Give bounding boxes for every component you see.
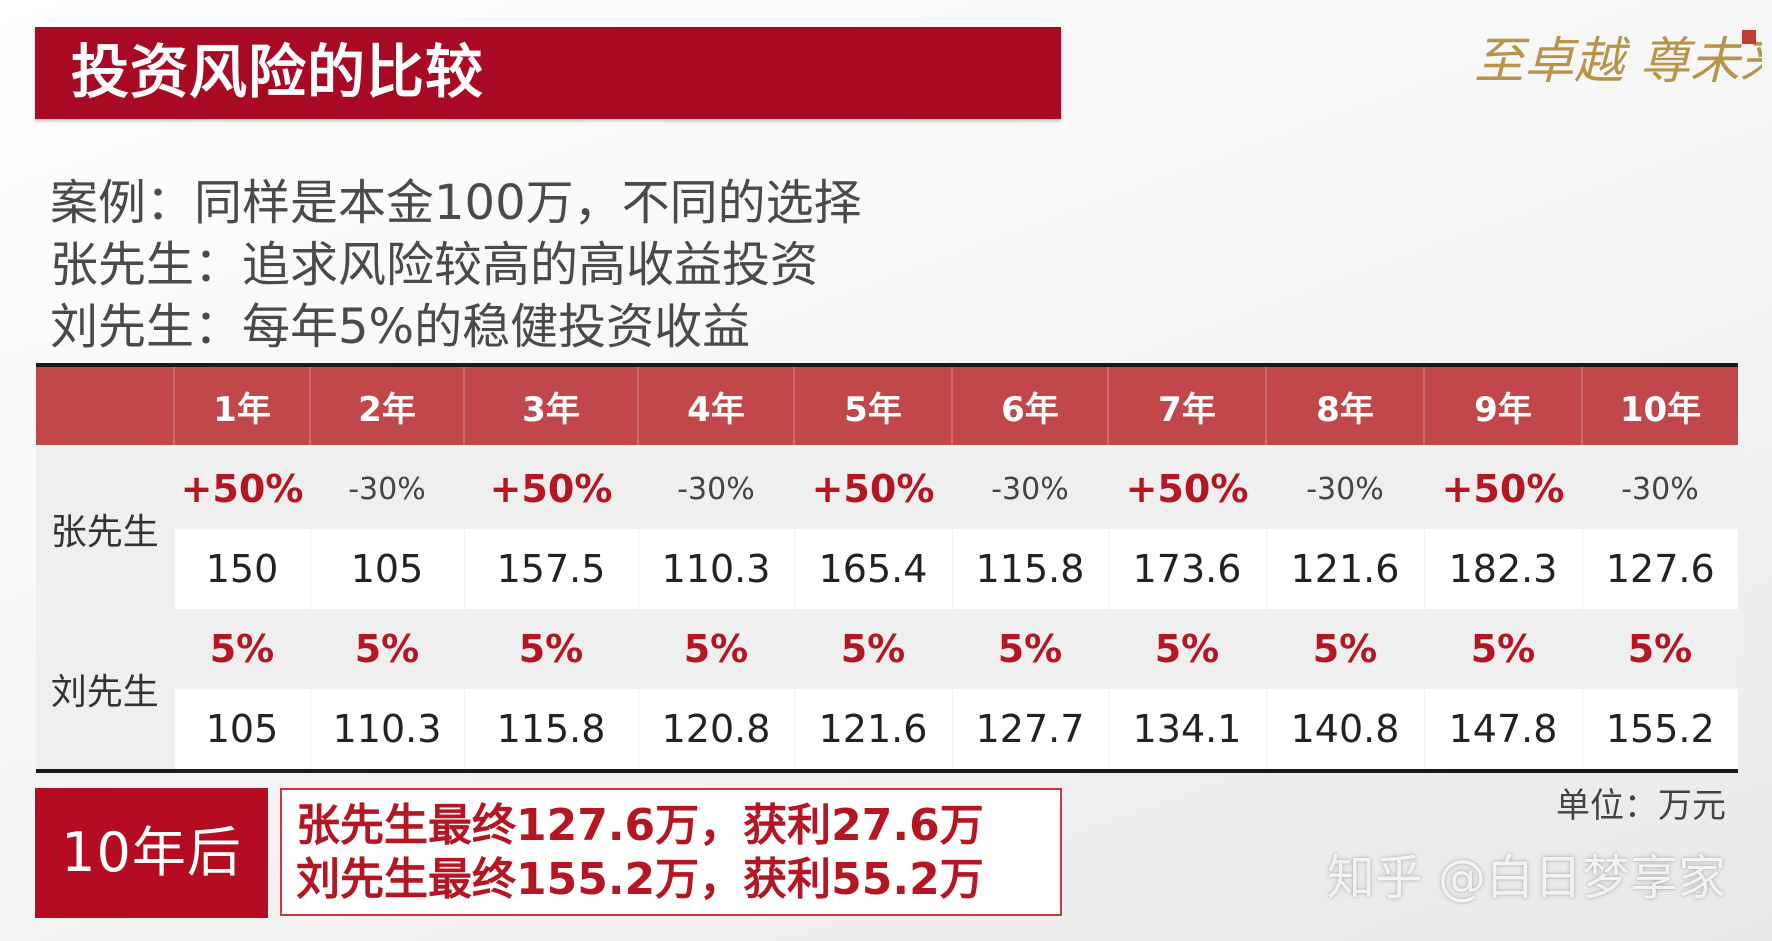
year-header: 3年 bbox=[463, 365, 638, 445]
case-line-2: 张先生：追求风险较高的高收益投资 bbox=[50, 237, 819, 293]
year-header: 9年 bbox=[1423, 365, 1582, 445]
rate-cell: 5% bbox=[952, 609, 1108, 689]
value-cell: 155.2 bbox=[1581, 689, 1738, 771]
brand-logo: 至卓越 尊未来 bbox=[1474, 30, 1762, 90]
value-cell: 105 bbox=[173, 689, 310, 771]
value-cell: 140.8 bbox=[1265, 689, 1424, 771]
value-cell: 173.6 bbox=[1107, 529, 1266, 609]
value-cell: 115.8 bbox=[463, 689, 638, 771]
year-header: 6年 bbox=[951, 365, 1108, 445]
table-header-row: 1年 2年 3年 4年 5年 6年 7年 8年 9年 10年 bbox=[36, 365, 1738, 445]
rate-cell: +50% bbox=[1424, 449, 1582, 529]
value-cell: 147.8 bbox=[1423, 689, 1582, 771]
case-description: 案例：同样是本金100万，不同的选择 张先生：追求风险较高的高收益投资 刘先生：… bbox=[50, 172, 862, 358]
year-header: 10年 bbox=[1581, 365, 1738, 445]
rate-cell: +50% bbox=[1108, 449, 1266, 529]
brand-logo-text: 至卓越 尊未来 bbox=[1474, 32, 1762, 90]
rate-cell: +50% bbox=[794, 449, 952, 529]
result-line-zhang: 张先生最终127.6万，获利27.6万 bbox=[296, 800, 984, 851]
rate-cell: +50% bbox=[174, 449, 310, 529]
page-title: 投资风险的比较 bbox=[71, 38, 485, 106]
rate-cell: 5% bbox=[638, 609, 794, 689]
rate-cell: 5% bbox=[1424, 609, 1582, 689]
rate-cell: +50% bbox=[464, 449, 638, 529]
value-cell: 134.1 bbox=[1107, 689, 1266, 771]
after-ten-years-label: 10年后 bbox=[35, 788, 268, 918]
rate-cell: 5% bbox=[1582, 609, 1738, 689]
year-header: 7年 bbox=[1107, 365, 1266, 445]
year-header: 5年 bbox=[793, 365, 952, 445]
value-cell: 157.5 bbox=[463, 529, 638, 609]
result-summary-box: 张先生最终127.6万，获利27.6万 刘先生最终155.2万，获利55.2万 bbox=[280, 788, 1062, 916]
value-cell: 127.6 bbox=[1581, 529, 1738, 609]
value-cell: 182.3 bbox=[1423, 529, 1582, 609]
watermark: 知乎 @白日梦享家 bbox=[1326, 850, 1726, 906]
case-line-1: 案例：同样是本金100万，不同的选择 bbox=[50, 175, 862, 231]
rate-cell: 5% bbox=[310, 609, 464, 689]
rate-cell: -30% bbox=[952, 449, 1108, 529]
seal-icon bbox=[1742, 30, 1756, 44]
rate-cell: -30% bbox=[1266, 449, 1424, 529]
rate-cell: 5% bbox=[1266, 609, 1424, 689]
value-cell: 110.3 bbox=[637, 529, 794, 609]
value-cell: 120.8 bbox=[637, 689, 794, 771]
year-header: 4年 bbox=[637, 365, 794, 445]
unit-label: 单位：万元 bbox=[1556, 786, 1726, 826]
year-header: 8年 bbox=[1265, 365, 1424, 445]
comparison-table: 1年 2年 3年 4年 5年 6年 7年 8年 9年 10年 张先生 +50% … bbox=[36, 363, 1738, 773]
rate-cell: -30% bbox=[638, 449, 794, 529]
liu-rate-row: 刘先生 5% 5% 5% 5% 5% 5% 5% 5% 5% 5% bbox=[36, 609, 1738, 771]
year-header: 2年 bbox=[309, 365, 464, 445]
row-label-liu: 刘先生 bbox=[36, 609, 174, 771]
value-cell: 127.7 bbox=[951, 689, 1108, 771]
rate-cell: 5% bbox=[464, 609, 638, 689]
value-cell: 110.3 bbox=[309, 689, 464, 771]
table-corner-cell bbox=[36, 365, 174, 445]
result-line-liu: 刘先生最终155.2万，获利55.2万 bbox=[296, 854, 984, 905]
liu-value-row: 105 110.3 115.8 120.8 121.6 127.7 134.1 … bbox=[36, 689, 1738, 771]
value-cell: 121.6 bbox=[793, 689, 952, 771]
rate-cell: -30% bbox=[1582, 449, 1738, 529]
value-cell: 121.6 bbox=[1265, 529, 1424, 609]
zhang-rate-row: 张先生 +50% -30% +50% -30% +50% -30% +50% -… bbox=[36, 449, 1738, 609]
rate-cell: 5% bbox=[1108, 609, 1266, 689]
value-cell: 115.8 bbox=[951, 529, 1108, 609]
zhang-value-row: 150 105 157.5 110.3 165.4 115.8 173.6 12… bbox=[36, 529, 1738, 609]
value-cell: 105 bbox=[309, 529, 464, 609]
title-banner: 投资风险的比较 bbox=[35, 27, 1061, 119]
value-cell: 150 bbox=[173, 529, 310, 609]
value-cell: 165.4 bbox=[793, 529, 952, 609]
case-line-3: 刘先生：每年5%的稳健投资收益 bbox=[50, 299, 751, 355]
rate-cell: 5% bbox=[794, 609, 952, 689]
rate-cell: -30% bbox=[310, 449, 464, 529]
rate-cell: 5% bbox=[174, 609, 310, 689]
row-label-zhang: 张先生 bbox=[36, 449, 174, 609]
year-header: 1年 bbox=[173, 365, 310, 445]
